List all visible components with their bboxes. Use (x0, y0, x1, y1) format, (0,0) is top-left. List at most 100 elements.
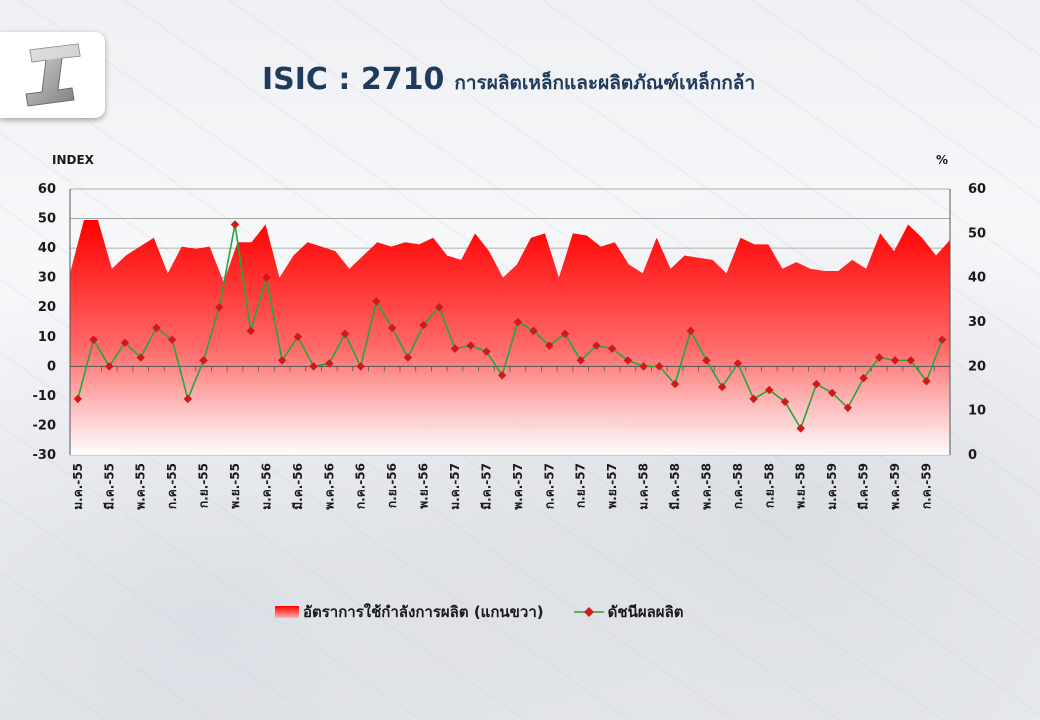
x-tick-label: ก.ค.-55 (165, 463, 179, 509)
index-point (105, 362, 114, 371)
x-tick-label: ก.ค.-56 (354, 463, 368, 509)
x-tick-label: มี.ค.-55 (102, 463, 116, 510)
index-point (387, 323, 397, 333)
index-point (215, 302, 224, 312)
x-tick-label: ม.ค.-56 (259, 463, 273, 510)
index-point (545, 341, 554, 350)
right-tick-label: 0 (968, 448, 977, 463)
legend: อัตราการใช้กำลังการผลิต (แกนขวา) ดัชนีผล… (275, 600, 684, 624)
index-point (780, 397, 790, 407)
index-point (309, 362, 318, 371)
capacity-area-series (70, 220, 950, 455)
index-point (749, 394, 758, 404)
right-tick-label: 50 (968, 226, 986, 241)
x-tick-label: มี.ค.-59 (857, 463, 871, 510)
index-point (419, 320, 428, 330)
index-point (607, 344, 617, 353)
index-point (372, 297, 381, 306)
left-tick-label: -20 (33, 418, 57, 433)
x-tick-label: ม.ค.-58 (637, 463, 651, 510)
left-tick-label: 30 (38, 271, 56, 286)
left-tick-label: 40 (38, 241, 56, 256)
index-point (403, 353, 413, 362)
x-tick-label: ม.ค.-57 (448, 463, 462, 510)
chart: INDEX % ม.ค.-55 มี.ค.-55 พ.ค.-55 ก.ค.-55 ก.ย… (33, 153, 987, 510)
index-point (702, 356, 711, 365)
x-tick-label: ก.ย.-58 (762, 463, 776, 508)
index-point (73, 394, 83, 404)
right-tick-label: 40 (968, 271, 986, 286)
index-line (77, 224, 943, 431)
index-point (765, 385, 774, 395)
index-point (827, 388, 837, 398)
right-tick-label: 10 (968, 404, 986, 419)
right-tick-label: 60 (968, 182, 986, 197)
index-point (293, 332, 303, 342)
x-tick-label: ก.ย.-56 (385, 463, 399, 508)
index-point (120, 338, 130, 347)
title-code: ISIC : 2710 (262, 62, 445, 97)
right-tick-label: 30 (968, 315, 986, 330)
left-axis-label: INDEX (52, 153, 95, 167)
legend-area-swatch (275, 606, 299, 618)
index-point (497, 370, 507, 380)
left-tick-label: 10 (38, 330, 56, 345)
legend-item-area: อัตราการใช้กำลังการผลิต (แกนขวา) (275, 600, 544, 624)
x-tick-label: ก.ค.-59 (919, 463, 933, 509)
capacity-area (70, 220, 950, 455)
index-point (277, 356, 287, 365)
index-point (262, 273, 271, 282)
x-tick-label: ก.ค.-57 (542, 463, 556, 509)
x-tick-label: ก.ค.-58 (731, 463, 745, 509)
left-tick-label: -10 (33, 389, 57, 404)
left-tick-label: 50 (38, 212, 56, 227)
legend-line-label: ดัชนีผลผลิต (607, 603, 684, 621)
axes (69, 189, 951, 455)
left-tick-label: 60 (38, 182, 56, 197)
x-tick-label: มี.ค.-58 (668, 463, 682, 510)
index-point (812, 379, 821, 389)
legend-line-swatch (573, 607, 604, 617)
index-point (356, 362, 365, 371)
x-tick-label: ม.ค.-55 (71, 463, 85, 510)
x-tick-label: มี.ค.-56 (291, 463, 305, 510)
left-tick-label: 0 (47, 359, 56, 374)
x-tick-label: พ.ย.-55 (228, 463, 242, 509)
index-point (592, 341, 601, 350)
steel-beam-icon (25, 43, 81, 107)
right-tick-labels: 60 50 40 30 20 10 0 (968, 182, 986, 463)
index-point (340, 329, 350, 339)
index-point (875, 353, 884, 362)
legend-area-label: อัตราการใช้กำลังการผลิต (แกนขวา) (303, 603, 544, 621)
chart-title: ISIC : 2710 การผลิตเหล็กและผลิตภัณฑ์เหล็… (262, 62, 755, 102)
x-tick-label: มี.ค.-57 (479, 463, 493, 510)
x-tick-label: ก.ย.-55 (197, 463, 211, 508)
index-point (450, 344, 460, 353)
x-axis-labels: ม.ค.-55 มี.ค.-55 พ.ค.-55 ก.ค.-55 ก.ย.-55 พ.ย.… (71, 463, 934, 510)
index-point (733, 359, 743, 368)
x-tick-label: พ.ค.-59 (888, 463, 902, 510)
left-tick-labels: 60 50 40 30 20 10 0 -10 -20 -30 (33, 182, 57, 463)
x-tick-label: ก.ย.-57 (574, 463, 588, 508)
right-tick-label: 20 (968, 359, 986, 374)
x-tick-label: พ.ย.-56 (417, 463, 431, 509)
index-point (717, 382, 727, 392)
index-point (859, 373, 868, 383)
index-line-series (73, 220, 947, 433)
right-axis-label: % (936, 153, 948, 167)
left-tick-label: 20 (38, 300, 56, 315)
index-point (796, 424, 805, 433)
legend-item-line: ดัชนีผลผลิต (573, 600, 684, 624)
index-point (513, 317, 523, 327)
x-tick-label: พ.ค.-57 (511, 463, 525, 510)
x-tick-label: ม.ค.-59 (825, 463, 839, 510)
index-point (655, 362, 664, 371)
index-point (843, 403, 853, 412)
index-point (639, 362, 648, 371)
x-tick-label: พ.ย.-58 (794, 463, 808, 509)
x-tick-label: พ.ค.-55 (134, 463, 148, 510)
index-point (670, 379, 680, 389)
index-point (482, 347, 491, 356)
left-tick-label: -30 (33, 448, 57, 463)
index-point (230, 220, 240, 229)
